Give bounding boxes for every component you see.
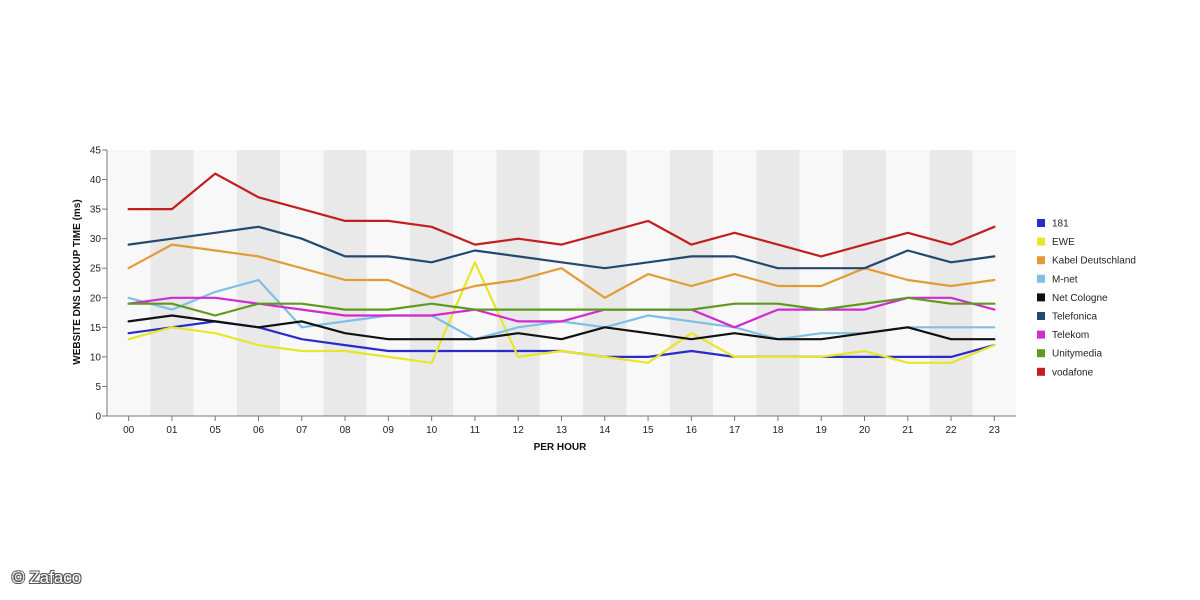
x-tick-label: 19 (816, 425, 828, 436)
legend-swatch (1037, 293, 1045, 302)
y-axis-title: WEBSITE DNS LOOKUP TIME (ms) (72, 199, 83, 364)
legend-swatch (1037, 330, 1045, 339)
x-tick-label: 13 (556, 425, 568, 436)
y-tick-label: 10 (90, 352, 102, 363)
plot-band (756, 150, 800, 416)
series-line-telekom (127, 296, 996, 329)
legend-swatch (1037, 256, 1045, 265)
legend: 181 EWE Kabel Deutschland M-net Net Cologne T… (1037, 219, 1136, 378)
y-axis: 0 5 10 15 20 25 30 35 40 45 (90, 146, 108, 423)
x-tick-label: 11 (470, 425, 481, 436)
plot-band (323, 150, 367, 416)
legend-label: vodafone (1052, 367, 1094, 378)
x-axis-title: PER HOUR (534, 442, 588, 453)
plot-band (799, 150, 843, 416)
legend-swatch (1037, 349, 1045, 358)
x-tick-label: 08 (340, 425, 352, 436)
legend-label: EWE (1052, 237, 1075, 248)
x-axis: 00 01 05 06 07 08 09 10 11 12 13 14 15 16 17 18 19 20 21 22… (107, 415, 1016, 436)
legend-label: Kabel Deutschland (1052, 256, 1136, 267)
x-tick-label: 12 (513, 425, 525, 436)
y-tick-label: 35 (90, 205, 102, 216)
legend-label: Net Cologne (1052, 293, 1108, 304)
legend-swatch (1037, 274, 1045, 283)
plot-band (713, 150, 757, 416)
x-tick-label: 10 (426, 425, 438, 436)
x-tick-label: 15 (643, 425, 655, 436)
y-tick-label: 30 (90, 234, 102, 245)
x-tick-label: 16 (686, 425, 698, 436)
x-tick-label: 23 (989, 425, 1001, 436)
x-tick-label: 06 (253, 425, 265, 436)
y-tick-label: 5 (95, 382, 101, 393)
x-tick-label: 18 (772, 425, 784, 436)
x-tick-label: 20 (859, 425, 871, 436)
plot-band (410, 150, 454, 416)
legend-label: Telekom (1052, 330, 1089, 341)
legend-label: 181 (1052, 219, 1069, 230)
legend-swatch (1037, 367, 1045, 376)
y-tick-label: 15 (90, 323, 102, 334)
y-tick-label: 45 (90, 146, 102, 157)
series-line-telefonica (127, 225, 996, 270)
legend-swatch (1037, 237, 1045, 246)
x-tick-label: 07 (296, 425, 308, 436)
legend-label: M-net (1052, 274, 1078, 285)
plot-band (539, 150, 584, 416)
x-tick-label: 17 (729, 425, 741, 436)
plot-band (669, 150, 713, 416)
x-tick-label: 01 (166, 425, 178, 436)
x-tick-label: 00 (123, 425, 135, 436)
series-line-net-cologne (127, 314, 996, 341)
x-tick-label: 21 (902, 425, 914, 436)
x-tick-label: 05 (210, 425, 222, 436)
x-tick-label: 22 (946, 425, 958, 436)
credit-watermark: © Zafaco (12, 568, 82, 587)
series-line-ewe (127, 261, 996, 364)
legend-label: Unitymedia (1052, 349, 1102, 360)
plot-band (107, 150, 151, 416)
plot-band (280, 150, 324, 416)
y-tick-label: 20 (90, 293, 102, 304)
plot-band (193, 150, 237, 416)
series-line-vodafone (127, 172, 996, 258)
y-tick-label: 40 (90, 175, 102, 186)
y-tick-label: 25 (90, 264, 102, 275)
series-lines (127, 172, 996, 364)
y-tick-label: 0 (95, 412, 101, 423)
x-tick-label: 14 (599, 425, 611, 436)
plot-band (583, 150, 627, 416)
legend-label: Telefonica (1052, 312, 1097, 323)
plot-background-bands (107, 150, 1016, 416)
legend-swatch (1037, 219, 1045, 227)
legend-swatch (1037, 312, 1045, 320)
plot-band (366, 150, 410, 416)
x-tick-label: 09 (383, 425, 395, 436)
series-line-kabel-deutschland (127, 243, 996, 299)
plot-band (150, 150, 194, 416)
plot-band (842, 150, 887, 416)
series-line-unitymedia (127, 296, 996, 317)
